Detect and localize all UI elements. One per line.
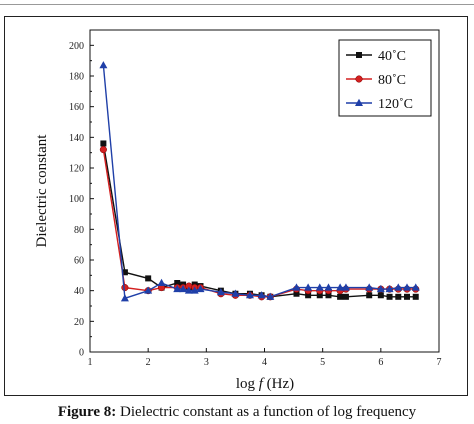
x-axis-label-prefix: log <box>236 376 259 392</box>
data-point <box>99 61 108 69</box>
data-point <box>179 284 188 293</box>
data-point <box>157 278 166 286</box>
data-point <box>411 283 420 291</box>
data-point <box>394 283 403 291</box>
page-top-rule <box>0 4 474 5</box>
data-point <box>376 284 385 293</box>
data-point <box>366 292 373 299</box>
y-tick-label: 0 <box>79 348 84 359</box>
data-point <box>99 146 107 154</box>
y-axis-label: Dielectric constant <box>34 134 50 248</box>
data-point <box>377 292 384 299</box>
data-point <box>173 284 182 293</box>
data-point <box>196 284 205 293</box>
data-point <box>304 283 313 291</box>
axis-ticks: 1 2 3 4 5 6 7 0 20 40 60 80 100 120 140 160 180 200 <box>69 41 442 368</box>
data-point <box>100 140 107 147</box>
y-tick-label: 100 <box>69 194 84 205</box>
x-axis-label-variable: f <box>259 376 265 392</box>
y-tick-label: 200 <box>69 41 84 52</box>
data-point <box>395 293 402 300</box>
series-layer <box>99 61 420 302</box>
data-point <box>266 292 275 300</box>
data-point <box>145 275 152 282</box>
y-tick-label: 180 <box>69 72 84 83</box>
y-tick-label: 60 <box>74 256 84 267</box>
data-point <box>386 293 393 300</box>
legend: 40˚C 80˚C 120˚C <box>338 39 432 117</box>
legend-label-2: 120˚C <box>378 97 413 112</box>
x-tick-label: 4 <box>262 357 267 368</box>
x-axis-label-suffix: (Hz) <box>263 376 294 392</box>
data-point <box>144 286 153 294</box>
data-point <box>315 283 324 291</box>
data-point <box>341 283 350 291</box>
data-point <box>120 294 129 302</box>
x-tick-label: 1 <box>88 357 93 368</box>
data-point <box>337 293 344 300</box>
data-point <box>245 291 254 299</box>
y-tick-label: 20 <box>74 317 84 328</box>
data-point <box>121 284 129 292</box>
data-point <box>342 293 349 300</box>
caption-label: Figure 8: <box>57 404 117 420</box>
x-tick-label: 5 <box>320 357 325 368</box>
data-point <box>216 288 225 296</box>
data-point <box>292 283 301 291</box>
x-axis-label: log f (Hz) <box>236 376 294 392</box>
x-tick-label: 2 <box>146 357 151 368</box>
y-tick-label: 40 <box>74 286 84 297</box>
data-point <box>385 284 394 293</box>
data-point <box>336 283 345 291</box>
data-point <box>184 286 193 294</box>
caption-text: Dielectric constant as a function of log… <box>116 404 417 420</box>
data-point <box>174 280 181 286</box>
y-tick-label: 160 <box>69 102 84 113</box>
data-point <box>305 292 312 299</box>
data-point <box>412 293 419 300</box>
legend-label-1: 80˚C <box>378 73 406 88</box>
legend-marker-2 <box>355 98 363 106</box>
data-point <box>121 269 128 276</box>
x-tick-label: 3 <box>204 357 209 368</box>
legend-items: 40˚C 80˚C 120˚C <box>346 49 413 112</box>
data-point <box>293 290 300 297</box>
data-point <box>316 292 323 299</box>
data-point <box>404 293 411 300</box>
data-point <box>325 292 332 299</box>
legend-marker-0 <box>356 52 362 58</box>
y-tick-label: 80 <box>74 225 84 236</box>
data-point <box>324 283 333 291</box>
series-line-0 <box>102 143 416 298</box>
data-point <box>365 283 374 291</box>
legend-marker-1 <box>355 75 363 83</box>
data-point <box>231 289 240 297</box>
data-point <box>257 291 266 299</box>
x-tick-label: 6 <box>378 357 383 368</box>
x-tick-label: 7 <box>437 357 442 368</box>
y-tick-label: 120 <box>69 164 84 175</box>
figure-caption: Figure 8: Dielectric constant as a funct… <box>0 404 474 421</box>
data-point <box>403 283 412 291</box>
series-line-1 <box>102 149 416 298</box>
legend-label-0: 40˚C <box>378 49 406 64</box>
y-tick-label: 140 <box>69 133 84 144</box>
